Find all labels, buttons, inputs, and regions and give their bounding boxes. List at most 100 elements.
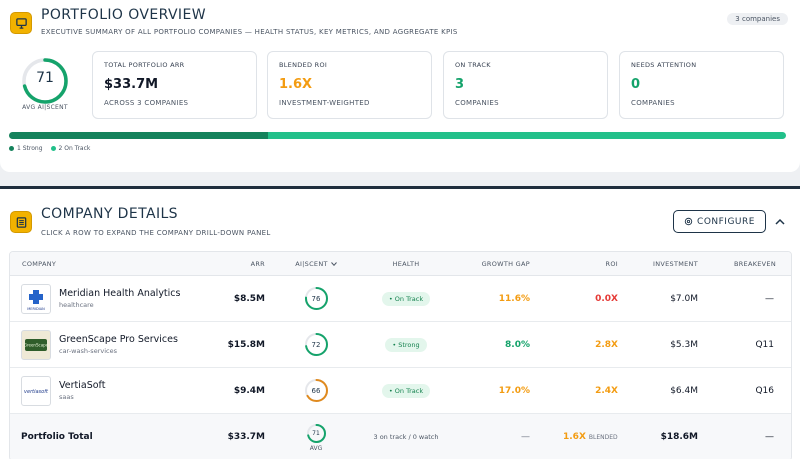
score-value: 72 [311,340,321,349]
breakeven-value: Q16 [755,385,774,396]
company-name: GreenScape Pro Services [59,334,178,345]
kpi-value: 0 [631,77,641,92]
score-ring-graphic [304,333,328,356]
kpi-sub: COMPANIES [631,99,675,107]
col-arr[interactable]: ARR [250,259,265,268]
overview-subtitle: EXECUTIVE SUMMARY OF ALL PORTFOLIO COMPA… [41,28,458,36]
legend-dot [9,146,14,151]
kpi-needs-attention: NEEDS ATTENTION 0 COMPANIES [619,51,784,119]
total-label: Portfolio Total [21,432,93,442]
company-cell: vertiasoft VertiaSoft saas [21,368,105,413]
health-badge: • On Track [381,291,431,306]
portfolio-overview-card: PORTFOLIO OVERVIEW EXECUTIVE SUMMARY OF … [0,0,800,172]
company-logo: vertiasoft [21,375,51,406]
gear-icon [684,217,693,226]
score-value: 76 [311,294,321,303]
total-score-sub: AVG [309,444,323,452]
health-distribution-bar [9,132,786,139]
health-bar-strong-segment [9,132,268,139]
col-roi[interactable]: ROI [605,259,618,268]
score-ring-graphic [304,379,328,402]
sort-chevron-down-icon [330,261,337,266]
total-growth-gap: — [521,432,530,442]
collapse-chevron-up-icon[interactable] [773,214,787,228]
total-score-cell: 71 AVG [286,414,346,459]
kpi-blended-roi: BLENDED ROI 1.6X INVESTMENT-WEIGHTED [267,51,432,119]
configure-button[interactable]: CONFIGURE [673,210,766,233]
kpi-value: 3 [455,77,465,92]
legend-item-strong: 1 Strong [9,145,43,152]
avg-score-gauge [22,58,68,104]
col-company[interactable]: COMPANY [22,259,57,268]
legend-label: 2 On Track [58,145,91,152]
company-sector: car-wash-services [59,347,117,355]
score-cell: 76 [286,276,346,321]
companies-count-pill: 3 companies [727,13,788,25]
health-badge: • Strong [385,337,427,352]
monitor-icon [10,12,32,34]
arr-value: $8.5M [233,293,265,304]
score-ring: 76 [304,286,329,311]
company-name: Meridian Health Analytics [59,288,181,299]
company-name: VertiaSoft [59,380,106,391]
health-badge: • On Track [381,383,431,398]
total-breakeven: — [765,432,774,442]
health-cell: • On Track [366,276,446,321]
company-logo: MERIDIAN [21,283,51,314]
kpi-label: NEEDS ATTENTION [631,61,697,69]
growth-gap-value: 11.6% [498,293,530,304]
growth-gap-value: 17.0% [498,385,530,396]
logo-text: MERIDIAN [27,307,45,311]
investment-value: $6.4M [670,385,698,396]
list-icon [10,211,32,233]
score-ring: 66 [304,378,329,403]
company-table: COMPANY ARR AI|SCENT HEALTH GROWTH GAP R… [9,251,792,459]
roi-value: 2.4X [595,385,618,396]
score-ring: 71 [306,423,327,444]
table-row[interactable]: vertiasoft VertiaSoft saas $9.4M 66 • On… [10,368,791,414]
kpi-sub: COMPANIES [455,99,499,107]
col-health[interactable]: HEALTH [392,259,420,268]
kpi-value: $33.7M [104,77,159,92]
health-bar-on-track-segment [267,132,786,139]
table-header: COMPANY ARR AI|SCENT HEALTH GROWTH GAP R… [10,252,791,276]
table-row[interactable]: GreenScape GreenScape Pro Services car-w… [10,322,791,368]
col-growth-gap[interactable]: GROWTH GAP [481,259,530,268]
score-cell: 72 [286,322,346,367]
overview-title: PORTFOLIO OVERVIEW [41,7,206,23]
score-cell: 66 [286,368,346,413]
details-title: COMPANY DETAILS [41,206,178,222]
breakeven-value: — [765,293,774,304]
total-arr: $33.7M [227,432,265,442]
company-cell: GreenScape GreenScape Pro Services car-w… [21,322,178,367]
arr-value: $9.4M [233,385,265,396]
col-breakeven[interactable]: BREAKEVEN [733,259,776,268]
total-investment: $18.6M [660,432,698,442]
col-aiscent-sort[interactable]: AI|SCENT [286,252,346,275]
arr-value: $15.8M [227,339,265,350]
company-logo: GreenScape [21,329,51,360]
total-roi-cell: 1.6X BLENDED [563,414,618,459]
legend-label: 1 Strong [17,145,43,152]
score-value: 66 [311,386,321,395]
roi-value: 2.8X [595,339,618,350]
investment-value: $7.0M [670,293,698,304]
col-investment[interactable]: INVESTMENT [653,259,698,268]
total-roi-suffix: BLENDED [588,433,618,441]
table-total-row: Portfolio Total $33.7M 71 AVG 3 on track… [10,414,791,459]
total-roi: 1.6X [563,432,586,442]
company-cell: MERIDIAN Meridian Health Analytics healt… [21,276,180,321]
avg-score-label: AVG AI|SCENT [22,104,68,111]
health-cell: • On Track [366,368,446,413]
logo-text: vertiasoft [24,389,49,395]
legend-item-on-track: 2 On Track [50,145,91,152]
kpi-on-track: ON TRACK 3 COMPANIES [443,51,608,119]
company-sector: saas [59,393,74,401]
details-subtitle: CLICK A ROW TO EXPAND THE COMPANY DRILL-… [41,229,271,237]
growth-gap-value: 8.0% [505,339,530,350]
score-value: 71 [312,429,320,437]
avg-score-value: 71 [36,70,54,86]
kpi-label: TOTAL PORTFOLIO ARR [104,61,185,69]
kpi-sub: ACROSS 3 COMPANIES [104,99,189,107]
table-row[interactable]: MERIDIAN Meridian Health Analytics healt… [10,276,791,322]
